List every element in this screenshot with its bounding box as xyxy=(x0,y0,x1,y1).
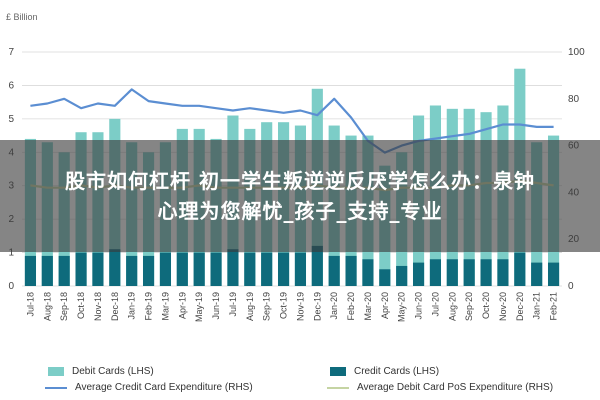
legend-swatch-credit xyxy=(330,367,346,376)
x-tick-label: Oct-18 xyxy=(76,292,86,319)
x-tick-label: Nov-19 xyxy=(295,292,305,321)
bar-credit-cards xyxy=(429,259,442,286)
legend-item-avg-debit: Average Debit Card PoS Expenditure (RHS) xyxy=(327,382,553,393)
y-left-tick-label: 0 xyxy=(8,281,14,292)
bar-credit-cards xyxy=(531,262,543,286)
y-right-tick-label: 100 xyxy=(568,47,585,58)
chart-legend: Debit Cards (LHS) Credit Cards (LHS) Ave… xyxy=(0,358,600,400)
y-right-tick-label: 80 xyxy=(568,94,580,105)
promo-overlay-banner[interactable]: 股市如何杠杆 初一学生叛逆逆反厌学怎么办：泉钟 心理为您解忧_孩子_支持_专业 xyxy=(0,140,600,252)
bar-credit-cards xyxy=(92,252,104,286)
bar-credit-cards xyxy=(463,259,475,286)
legend-item-avg-credit: Average Credit Card Expenditure (RHS) xyxy=(45,382,253,393)
x-tick-label: Oct-20 xyxy=(481,292,491,319)
bar-credit-cards xyxy=(126,255,138,286)
bar-credit-cards xyxy=(244,252,256,286)
x-tick-label: Dec-20 xyxy=(515,292,525,321)
bar-credit-cards xyxy=(75,252,87,286)
x-tick-label: Jul-19 xyxy=(228,292,238,317)
bar-credit-cards xyxy=(362,259,374,286)
bar-credit-cards xyxy=(514,252,526,286)
bar-credit-cards xyxy=(24,255,37,286)
bar-credit-cards xyxy=(480,259,492,286)
x-tick-label: Feb-19 xyxy=(144,292,154,321)
x-tick-label: Dec-19 xyxy=(312,292,322,321)
legend-swatch-debit xyxy=(48,367,64,376)
legend-swatch-avg-credit xyxy=(45,386,67,389)
x-tick-label: Nov-18 xyxy=(93,292,103,321)
bar-credit-cards xyxy=(497,259,509,286)
x-tick-label: Aug-20 xyxy=(447,292,457,321)
x-tick-label: May-20 xyxy=(397,292,407,322)
bar-credit-cards xyxy=(294,252,307,286)
y-left-tick-label: 1 xyxy=(8,248,14,259)
bar-credit-cards xyxy=(446,259,458,286)
y-left-tick-label: 6 xyxy=(8,80,14,91)
bar-credit-cards xyxy=(58,255,70,286)
x-tick-label: Mar-20 xyxy=(363,292,373,321)
x-tick-label: Jul-18 xyxy=(25,292,35,317)
bar-credit-cards xyxy=(311,245,323,286)
y-left-tick-label: 7 xyxy=(8,47,14,58)
legend-item-credit-cards: Credit Cards (LHS) xyxy=(330,366,439,377)
bar-credit-cards xyxy=(396,265,408,286)
legend-label-debit-cards: Debit Cards (LHS) xyxy=(72,366,154,377)
legend-label-credit-cards: Credit Cards (LHS) xyxy=(354,366,440,377)
bar-credit-cards xyxy=(328,255,340,286)
x-tick-label: Jan-19 xyxy=(127,292,137,320)
x-tick-label: Apr-19 xyxy=(177,292,187,319)
tick-labels: 01234567020406080100Jul-18Aug-18Sep-18Oc… xyxy=(8,47,585,322)
bar-credit-cards xyxy=(277,252,290,286)
x-tick-label: Jan-20 xyxy=(329,292,339,320)
legend-swatch-avg-debit xyxy=(327,386,349,389)
x-tick-label: Jul-20 xyxy=(430,292,440,317)
legend-label-avg-debit: Average Debit Card PoS Expenditure (RHS) xyxy=(357,382,554,393)
bar-credit-cards xyxy=(193,252,205,286)
bar-credit-cards xyxy=(547,262,560,286)
x-tick-label: Jun-19 xyxy=(211,292,221,320)
line-avg-credit-card-expenditure xyxy=(30,88,554,154)
x-tick-label: Jun-20 xyxy=(414,292,424,320)
bar-credit-cards xyxy=(41,255,53,286)
overlay-title-line-1: 股市如何杠杆 初一学生叛逆逆反厌学怎么办：泉钟 xyxy=(65,169,535,193)
x-tick-label: Feb-21 xyxy=(549,292,559,321)
overlay-title-line-2: 心理为您解忧_孩子_支持_专业 xyxy=(157,199,443,223)
x-tick-label: Dec-18 xyxy=(110,292,120,321)
x-tick-label: Sep-19 xyxy=(262,292,272,321)
bar-credit-cards xyxy=(379,269,391,286)
x-tick-label: May-19 xyxy=(194,292,204,322)
legend-item-debit-cards: Debit Cards (LHS) xyxy=(48,366,154,377)
x-tick-label: Sep-20 xyxy=(464,292,474,321)
x-tick-label: Aug-19 xyxy=(245,292,255,321)
x-tick-label: Jan-21 xyxy=(532,292,542,320)
x-tick-label: Mar-19 xyxy=(160,292,170,321)
bar-credit-cards xyxy=(210,252,222,286)
bar-credit-cards xyxy=(176,252,188,286)
bar-credit-cards xyxy=(227,249,239,286)
x-tick-label: Apr-20 xyxy=(380,292,390,319)
bar-credit-cards xyxy=(261,252,273,286)
bar-credit-cards xyxy=(109,249,121,286)
y-left-tick-label: 5 xyxy=(8,114,14,125)
bar-credit-cards xyxy=(412,262,425,286)
x-tick-label: Sep-18 xyxy=(59,292,69,321)
legend-label-avg-credit: Average Credit Card Expenditure (RHS) xyxy=(75,382,253,393)
x-tick-label: Nov-20 xyxy=(498,292,508,321)
x-tick-label: Oct-19 xyxy=(279,292,289,319)
y-left-axis-label: £ Billion xyxy=(6,12,38,22)
bar-credit-cards xyxy=(142,255,155,286)
x-tick-label: Aug-18 xyxy=(42,292,52,321)
bar-credit-cards xyxy=(345,255,357,286)
x-tick-label: Feb-20 xyxy=(346,292,356,321)
y-right-tick-label: 0 xyxy=(568,281,574,292)
bar-credit-cards xyxy=(159,252,172,286)
